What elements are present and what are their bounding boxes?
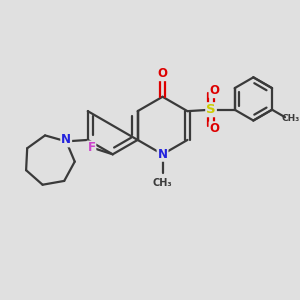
Text: O: O — [209, 84, 220, 97]
Text: F: F — [87, 142, 95, 154]
Text: N: N — [61, 134, 71, 146]
Text: O: O — [158, 67, 167, 80]
Text: S: S — [206, 103, 216, 116]
Text: CH₃: CH₃ — [153, 178, 172, 188]
Text: O: O — [209, 122, 220, 135]
Text: CH₃: CH₃ — [281, 114, 300, 123]
Text: N: N — [158, 148, 167, 161]
